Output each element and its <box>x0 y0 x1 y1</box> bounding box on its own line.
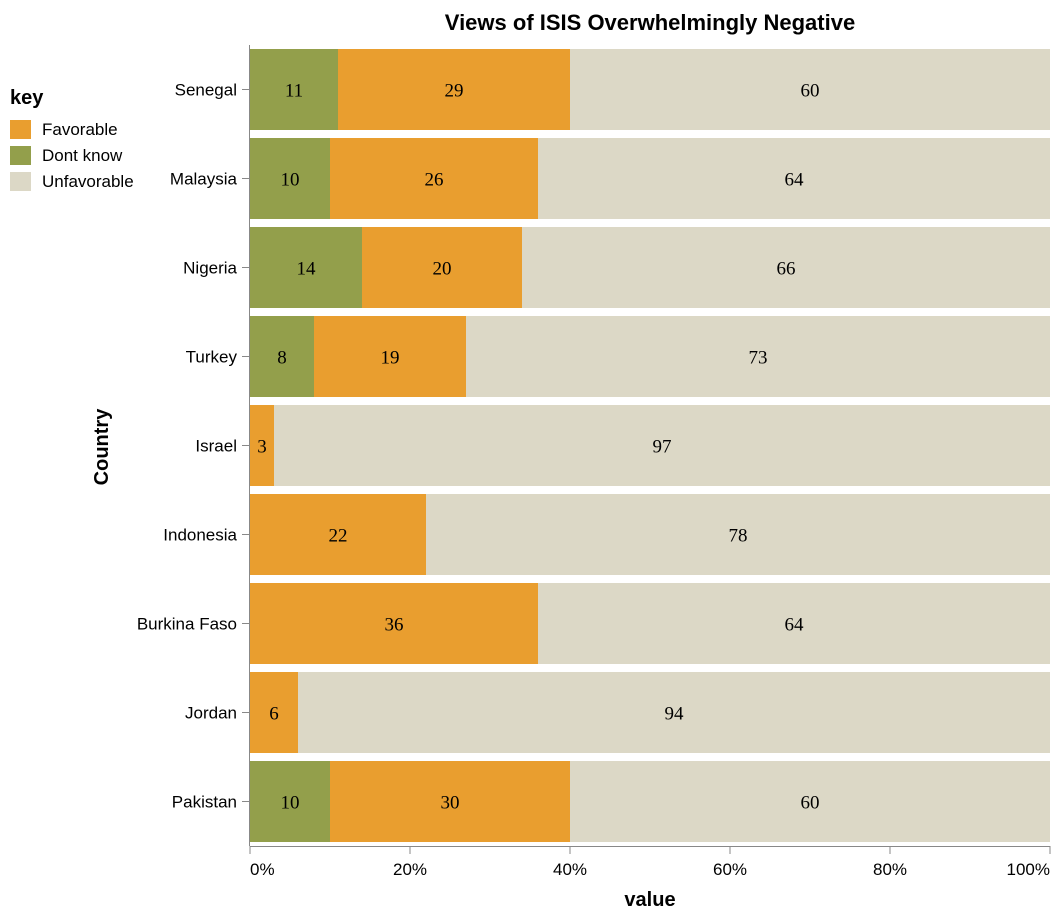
bar-burkina-faso-favorable <box>250 583 538 664</box>
bar-turkey-unfavorable <box>466 316 1050 397</box>
data-label-jordan-favorable: 6 <box>269 704 279 725</box>
bar-malaysia-unfavorable <box>538 138 1050 219</box>
y-tick-label: Turkey <box>186 348 238 367</box>
data-label-israel-favorable: 3 <box>257 437 267 458</box>
y-tick-label: Senegal <box>175 81 237 100</box>
legend-swatch <box>10 120 31 139</box>
data-label-turkey-favorable: 19 <box>381 348 400 369</box>
y-tick-label: Malaysia <box>170 170 238 189</box>
x-tick-label: 80% <box>873 860 907 879</box>
x-axis-title: value <box>624 889 675 911</box>
legend-swatch <box>10 146 31 165</box>
legend-title: key <box>10 87 44 109</box>
bar-pakistan-dont-know <box>250 761 330 842</box>
bar-indonesia-favorable <box>250 494 426 575</box>
data-label-nigeria-unfavorable: 66 <box>777 259 796 280</box>
bar-senegal-favorable <box>338 49 570 130</box>
bar-pakistan-unfavorable <box>570 761 1050 842</box>
bar-senegal-unfavorable <box>570 49 1050 130</box>
data-label-israel-unfavorable: 97 <box>653 437 672 458</box>
y-tick-label: Pakistan <box>172 793 237 812</box>
bar-senegal-dont-know <box>250 49 338 130</box>
bar-turkey-favorable <box>314 316 466 397</box>
data-label-pakistan-dont-know: 10 <box>281 793 300 814</box>
x-tick-label: 0% <box>250 860 275 879</box>
data-label-malaysia-dont-know: 10 <box>281 170 300 191</box>
legend-swatch <box>10 172 31 191</box>
bar-burkina-faso-unfavorable <box>538 583 1050 664</box>
x-tick-label: 40% <box>553 860 587 879</box>
y-tick-label: Burkina Faso <box>137 615 237 634</box>
data-label-indonesia-unfavorable: 78 <box>729 526 748 547</box>
bar-israel-favorable <box>250 405 274 486</box>
legend-label: Unfavorable <box>42 172 134 191</box>
bar-turkey-dont-know <box>250 316 314 397</box>
chart-title: Views of ISIS Overwhelmingly Negative <box>445 10 855 35</box>
legend-label: Dont know <box>42 146 123 165</box>
x-tick-label: 100% <box>1007 860 1050 879</box>
legend-label: Favorable <box>42 120 118 139</box>
x-tick-label: 60% <box>713 860 747 879</box>
data-label-senegal-unfavorable: 60 <box>801 81 820 102</box>
legend: key Favorable Dont know Unfavorable <box>10 87 134 191</box>
data-label-indonesia-favorable: 22 <box>329 526 348 547</box>
bar-malaysia-dont-know <box>250 138 330 219</box>
bar-nigeria-unfavorable <box>522 227 1050 308</box>
y-tick-label: Jordan <box>185 704 237 723</box>
data-label-burkina-faso-favorable: 36 <box>385 615 404 636</box>
data-label-pakistan-unfavorable: 60 <box>801 793 820 814</box>
bar-pakistan-favorable <box>330 761 570 842</box>
data-label-nigeria-favorable: 20 <box>433 259 452 280</box>
data-label-malaysia-favorable: 26 <box>425 170 444 191</box>
data-label-jordan-unfavorable: 94 <box>665 704 685 725</box>
bar-nigeria-favorable <box>362 227 522 308</box>
data-label-senegal-favorable: 29 <box>445 81 464 102</box>
bar-jordan-unfavorable <box>298 672 1050 753</box>
bar-malaysia-favorable <box>330 138 538 219</box>
x-axis: 0% 20% 40% 60% 80% 100% <box>249 846 1051 879</box>
y-tick-label: Nigeria <box>183 259 237 278</box>
data-label-turkey-unfavorable: 73 <box>749 348 768 369</box>
data-label-malaysia-unfavorable: 64 <box>785 170 805 191</box>
data-label-senegal-dont-know: 11 <box>285 81 303 102</box>
y-axis-title: Country <box>91 408 113 486</box>
data-label-nigeria-dont-know: 14 <box>297 259 317 280</box>
data-label-burkina-faso-unfavorable: 64 <box>785 615 805 636</box>
bar-nigeria-dont-know <box>250 227 362 308</box>
bar-indonesia-unfavorable <box>426 494 1050 575</box>
y-tick-label: Israel <box>195 437 237 456</box>
x-tick-label: 20% <box>393 860 427 879</box>
bar-jordan-favorable <box>250 672 298 753</box>
y-axis: Senegal Malaysia Nigeria Turkey Israel Indone… <box>137 45 250 846</box>
data-label-turkey-dont-know: 8 <box>277 348 287 369</box>
data-label-pakistan-favorable: 30 <box>441 793 460 814</box>
bar-israel-unfavorable <box>274 405 1050 486</box>
y-tick-label: Indonesia <box>163 526 237 545</box>
plot-area: 11 29 60 10 26 64 14 20 66 8 19 73 3 97 22 78 36 64 6 94 10 3… <box>250 49 1050 842</box>
